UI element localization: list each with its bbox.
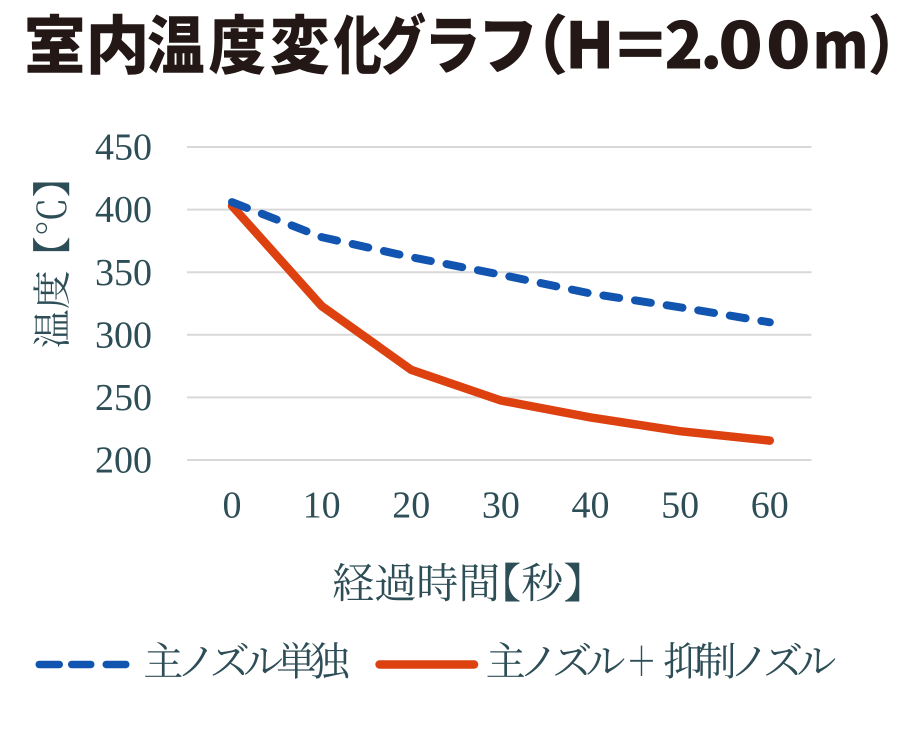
svg-text:30: 30 (482, 485, 520, 527)
svg-text:10: 10 (303, 485, 341, 527)
svg-text:300: 300 (95, 314, 152, 356)
svg-text:350: 350 (95, 252, 152, 294)
svg-text:400: 400 (95, 189, 152, 231)
svg-text:450: 450 (95, 127, 152, 169)
svg-text:60: 60 (751, 485, 789, 527)
svg-text:20: 20 (392, 485, 430, 527)
svg-text:200: 200 (95, 440, 152, 482)
svg-text:0: 0 (223, 485, 242, 527)
svg-text:250: 250 (95, 377, 152, 419)
svg-text:50: 50 (661, 485, 699, 527)
svg-text:40: 40 (572, 485, 610, 527)
